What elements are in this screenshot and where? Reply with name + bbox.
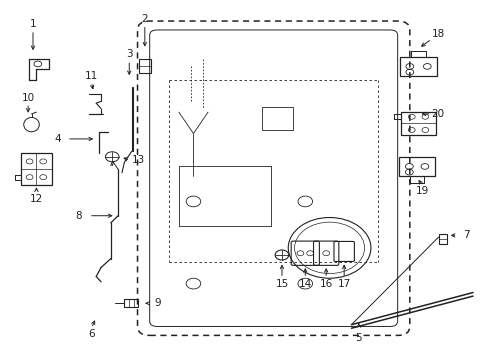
Text: 12: 12	[30, 194, 43, 203]
Bar	[139, 59, 150, 73]
Text: 11: 11	[84, 71, 98, 81]
Text: 7: 7	[462, 230, 468, 240]
Text: 1: 1	[30, 18, 36, 28]
Text: 8: 8	[75, 211, 81, 221]
Text: 17: 17	[337, 279, 350, 289]
Text: 15: 15	[275, 279, 288, 289]
Text: 5: 5	[355, 333, 361, 343]
Text: 16: 16	[319, 279, 332, 289]
Text: 14: 14	[298, 279, 311, 289]
Text: 10: 10	[21, 93, 35, 103]
Bar	[438, 234, 447, 244]
Bar	[261, 107, 292, 130]
Text: 19: 19	[414, 186, 427, 197]
Bar	[398, 157, 434, 176]
Bar	[400, 112, 435, 135]
Bar	[399, 57, 436, 76]
Text: 2: 2	[141, 14, 148, 23]
Text: 13: 13	[132, 156, 145, 165]
Bar	[124, 299, 138, 307]
Text: 4: 4	[54, 134, 61, 144]
Text: 6: 6	[88, 329, 95, 339]
Text: 18: 18	[430, 29, 444, 39]
Text: 9: 9	[154, 298, 161, 308]
Bar	[21, 153, 52, 185]
Text: 3: 3	[126, 49, 132, 59]
Text: 20: 20	[430, 109, 444, 119]
